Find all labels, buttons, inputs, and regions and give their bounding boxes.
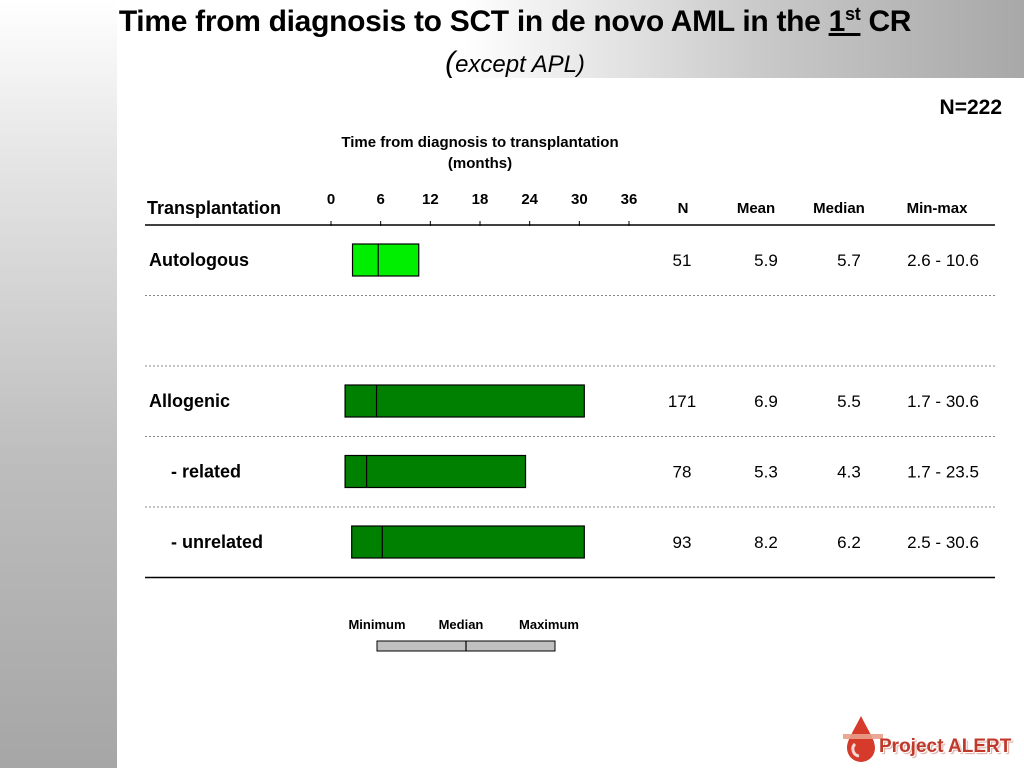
cell-n: 51 <box>673 251 692 270</box>
range-box <box>351 243 420 277</box>
title-tail: CR <box>860 5 912 38</box>
axis-title-line2: (months) <box>448 155 512 172</box>
slide-content-area <box>117 78 1024 768</box>
slide-title: Time from diagnosis to SCT in de novo AM… <box>0 4 1024 39</box>
range-box <box>351 525 585 559</box>
legend-minimum-label: Minimum <box>348 617 405 632</box>
legend-median-label: Median <box>439 617 484 632</box>
logo-text: Project ALERT <box>879 736 1012 757</box>
x-tick-label: 12 <box>422 191 439 208</box>
range-box <box>344 384 585 418</box>
cell-mean: 5.3 <box>754 463 778 482</box>
total-n-label: N=222 <box>939 96 1002 119</box>
header-n: N <box>678 200 689 217</box>
cell-n: 93 <box>673 533 692 552</box>
left-gradient-bar <box>0 0 117 768</box>
cell-minmax: 2.5 - 30.6 <box>907 533 979 552</box>
row-label: Autologous <box>149 250 249 270</box>
header-minmax: Min-max <box>907 200 969 217</box>
x-tick-label: 0 <box>327 191 335 208</box>
header-mean: Mean <box>737 200 775 217</box>
title-ordinal-suffix: st <box>845 4 861 24</box>
subtitle-paren: ( <box>445 46 456 79</box>
cell-minmax: 1.7 - 30.6 <box>907 392 979 411</box>
range-box <box>344 454 527 489</box>
x-tick-label: 30 <box>571 191 588 208</box>
title-main: Time from diagnosis to SCT in de novo AM… <box>118 5 829 38</box>
title-ordinal: 1st <box>828 4 861 38</box>
cell-n: 78 <box>673 463 692 482</box>
row-label: - unrelated <box>171 532 263 552</box>
header-gradient <box>0 0 1024 78</box>
header-median: Median <box>813 200 865 217</box>
cell-n: 171 <box>668 392 696 411</box>
cell-minmax: 1.7 - 23.5 <box>907 463 979 482</box>
cell-median: 5.5 <box>837 392 861 411</box>
title-ordinal-number: 1 <box>828 5 846 38</box>
cell-median: 6.2 <box>837 533 861 552</box>
slide-subtitle: (except APL) <box>0 46 1024 80</box>
header-transplantation: Transplantation <box>147 198 281 218</box>
x-tick-label: 18 <box>472 191 489 208</box>
cell-mean: 5.9 <box>754 251 778 270</box>
row-label: - related <box>171 462 241 482</box>
project-alert-logo: Project ALERT <box>843 714 1019 764</box>
x-tick-label: 36 <box>621 191 638 208</box>
subtitle-text: except APL) <box>455 51 585 78</box>
row-label: Allogenic <box>149 391 230 411</box>
legend-maximum-label: Maximum <box>519 617 579 632</box>
cell-mean: 6.9 <box>754 392 778 411</box>
cell-median: 4.3 <box>837 463 861 482</box>
blood-drop-icon <box>843 716 883 762</box>
cell-mean: 8.2 <box>754 533 778 552</box>
cell-minmax: 2.6 - 10.6 <box>907 251 979 270</box>
x-tick-label: 24 <box>521 191 538 208</box>
axis-title-line1: Time from diagnosis to transplantation <box>341 134 618 151</box>
cell-median: 5.7 <box>837 251 861 270</box>
x-tick-label: 6 <box>376 191 384 208</box>
